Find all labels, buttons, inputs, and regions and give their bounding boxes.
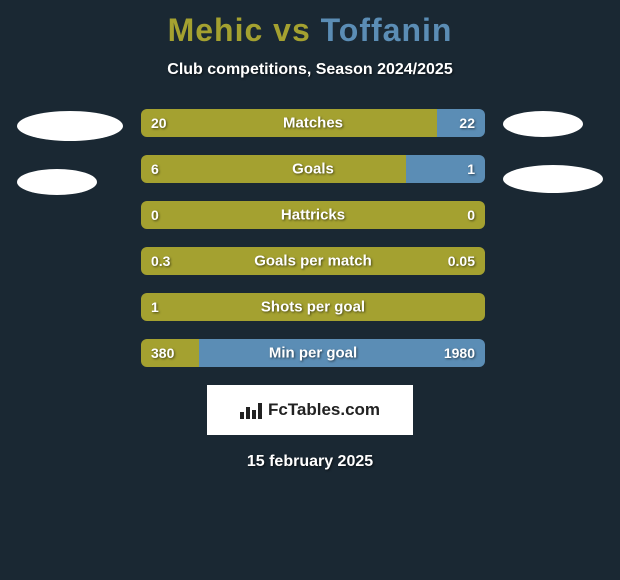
stat-bar: Hattricks 0 0 [141,201,485,229]
stat-label: Hattricks [281,207,345,224]
player2-name: Toffanin [321,12,453,48]
stat-value-left: 0.3 [151,253,170,269]
stat-value-left: 1 [151,299,159,315]
stat-bar: Shots per goal 1 [141,293,485,321]
stat-label: Goals [292,161,334,178]
stat-bar: Goals 6 1 [141,155,485,183]
subtitle: Club competitions, Season 2024/2025 [0,61,620,79]
stat-bars: Matches 20 22 Goals 6 1 Hattricks 0 0 Goals per m… [141,109,485,367]
logo-text: FcTables.com [268,400,380,420]
stat-label: Matches [283,115,343,132]
stat-value-left: 6 [151,161,159,177]
placeholder-ellipse [503,111,583,137]
stat-value-right: 1980 [444,345,475,361]
stat-bar: Goals per match 0.3 0.05 [141,247,485,275]
stat-label: Shots per goal [261,299,365,316]
stat-bar: Matches 20 22 [141,109,485,137]
stat-value-left: 0 [151,207,159,223]
player1-name: Mehic [168,12,264,48]
stat-label: Goals per match [254,253,372,270]
placeholder-ellipse [17,169,97,195]
content-row: Matches 20 22 Goals 6 1 Hattricks 0 0 Goals per m… [0,109,620,367]
bar-segment-left [141,155,406,183]
placeholder-ellipse [17,111,123,141]
stat-value-left: 20 [151,115,167,131]
placeholder-ellipse [503,165,603,193]
right-shapes [503,109,603,193]
stat-value-right: 1 [467,161,475,177]
bar-chart-icon [240,401,262,419]
stat-bar: Min per goal 380 1980 [141,339,485,367]
page-title: Mehic vs Toffanin [0,0,620,49]
stat-value-right: 22 [459,115,475,131]
left-shapes [17,109,123,195]
vs-text: vs [263,12,320,48]
logo-box: FcTables.com [207,385,413,435]
stat-value-right: 0 [467,207,475,223]
date-text: 15 february 2025 [0,453,620,471]
stat-value-left: 380 [151,345,174,361]
stat-value-right: 0.05 [448,253,475,269]
stat-label: Min per goal [269,345,357,362]
